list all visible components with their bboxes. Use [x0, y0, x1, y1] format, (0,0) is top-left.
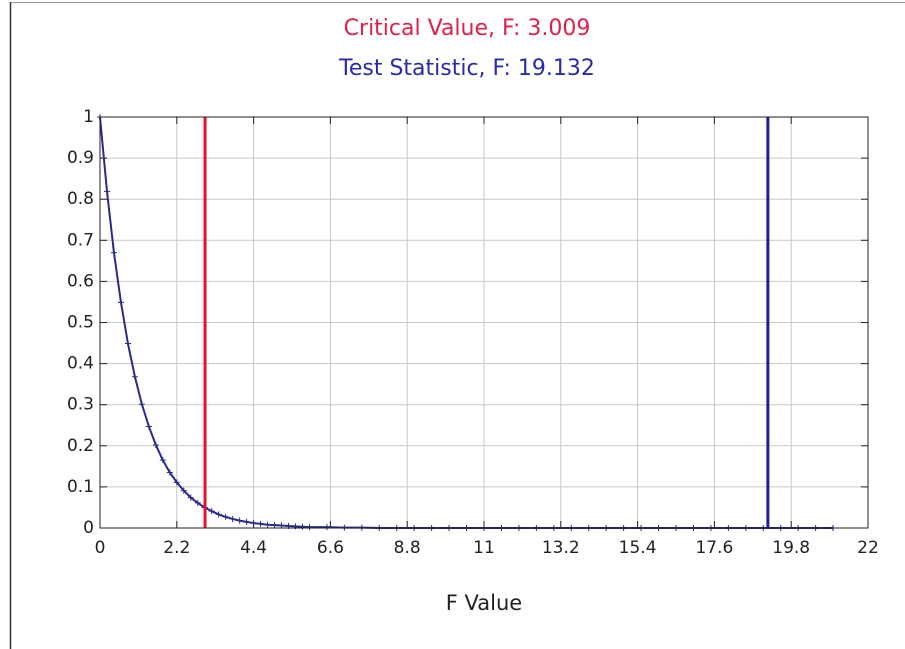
y-tick-label: 0.8: [67, 189, 94, 209]
x-tick-label: 22: [857, 538, 879, 558]
chart-subtitle: Test Statistic, F: 19.132: [338, 56, 595, 81]
x-tick-label: 15.4: [619, 538, 657, 558]
point-marker: [323, 524, 330, 531]
point-marker: [264, 521, 271, 528]
point-marker: [117, 299, 124, 306]
x-tick-label: 0: [95, 538, 106, 558]
point-marker: [152, 441, 159, 448]
y-tick-label: 0.9: [67, 148, 94, 168]
point-marker: [173, 479, 180, 486]
point-marker: [166, 469, 173, 476]
y-tick-label: 0.2: [67, 436, 94, 456]
point-marker: [222, 513, 229, 520]
point-marker: [271, 522, 278, 529]
y-tick-label: 0.3: [67, 395, 94, 415]
x-tick-label: 19.8: [772, 538, 810, 558]
x-tick-label: 6.6: [317, 538, 344, 558]
point-marker: [299, 523, 306, 530]
x-axis-label: F Value: [446, 591, 522, 615]
point-marker: [110, 249, 117, 256]
y-tick-label: 0: [83, 518, 94, 538]
point-marker: [229, 515, 236, 522]
chart-title: Critical Value, F: 3.009: [344, 16, 591, 41]
y-tick-label: 0.1: [67, 477, 94, 497]
x-tick-label: 11: [473, 538, 495, 558]
point-marker: [145, 423, 152, 430]
point-marker: [208, 508, 215, 515]
plot-frame: [99, 116, 869, 529]
point-marker: [243, 518, 250, 525]
x-tick-label: 4.4: [240, 538, 267, 558]
point-marker: [215, 511, 222, 518]
point-marker: [180, 487, 187, 494]
y-tick-label: 0.7: [67, 230, 94, 250]
point-marker: [194, 499, 201, 506]
y-tick-label: 0.4: [67, 354, 94, 374]
point-marker: [257, 520, 264, 527]
point-marker: [187, 494, 194, 501]
y-tick-label: 0.5: [67, 313, 94, 333]
x-tick-label: 13.2: [542, 538, 580, 558]
x-tick-label: 8.8: [394, 538, 421, 558]
point-marker: [138, 401, 145, 408]
y-tick-label: 0.6: [67, 271, 94, 291]
point-marker: [250, 520, 257, 527]
point-marker: [236, 517, 243, 524]
point-marker: [124, 340, 131, 347]
point-marker: [131, 373, 138, 380]
point-marker: [103, 188, 110, 195]
point-marker: [159, 457, 166, 464]
point-marker: [306, 524, 313, 531]
x-tick-label: 17.6: [695, 538, 733, 558]
x-tick-label: 2.2: [163, 538, 190, 558]
y-tick-label: 1: [83, 107, 94, 127]
